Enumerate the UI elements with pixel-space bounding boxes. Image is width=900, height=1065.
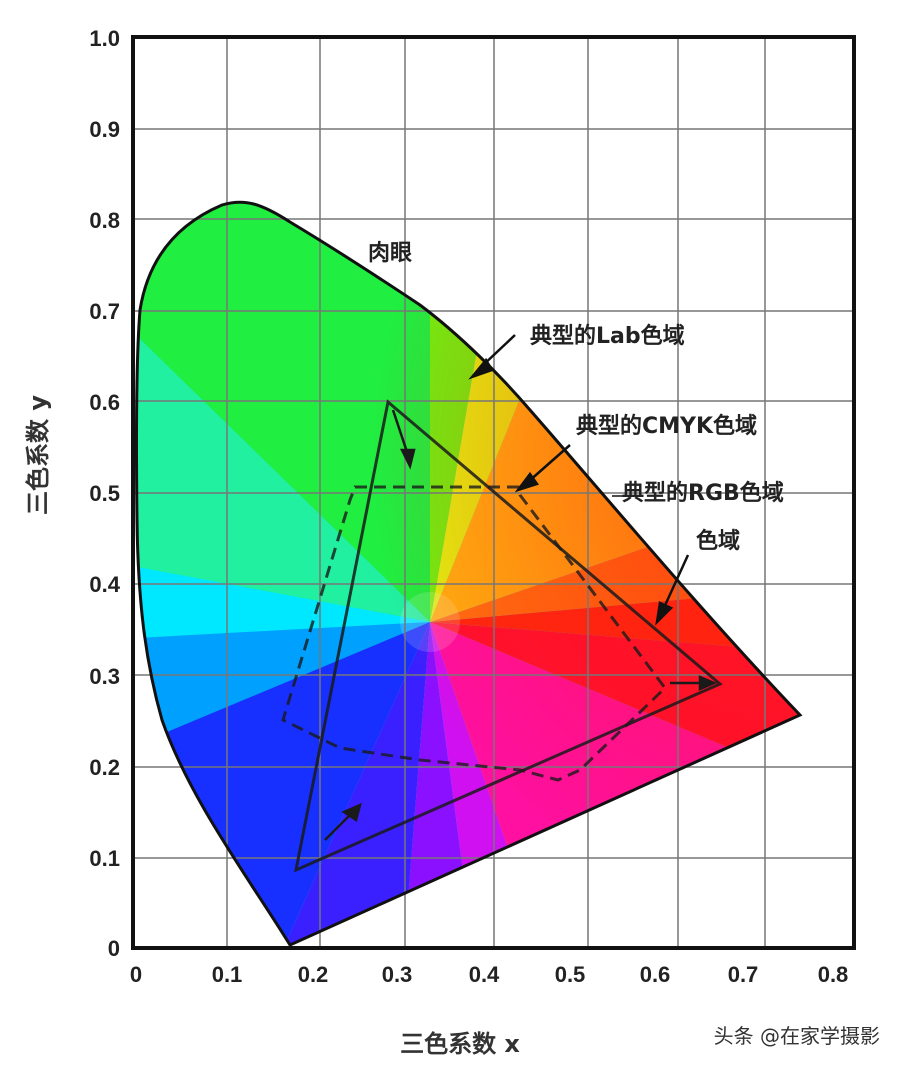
rgb-gamut-label: 典型的RGB色域: [622, 480, 784, 506]
y-tick: 0.3: [89, 664, 120, 689]
y-tick: 0: [108, 936, 120, 961]
spectral-locus-outline: [134, 200, 803, 947]
y-tick: 0.4: [89, 572, 120, 597]
x-tick: 0.7: [728, 962, 759, 987]
x-tick: 0: [130, 962, 142, 987]
x-tick: 0.6: [640, 962, 671, 987]
cmyk-gamut-dashed: [281, 485, 667, 782]
y-tick: 0.1: [89, 846, 120, 871]
y-tick: 0.9: [89, 117, 120, 142]
x-tick: 0.2: [298, 962, 329, 987]
x-tick: 0.5: [555, 962, 586, 987]
grid-lines: [133, 37, 854, 948]
x-tick: 0.3: [382, 962, 413, 987]
x-tick: 0.4: [469, 962, 500, 987]
x-tick: 0.8: [818, 962, 849, 987]
x-axis-ticks: 0 0.1 0.2 0.3 0.4 0.5 0.6 0.7 0.8: [130, 962, 848, 987]
watermark: 头条 @在家学摄影: [713, 1024, 880, 1048]
x-axis-title: 三色系数 x: [400, 1030, 520, 1058]
y-tick: 0.7: [89, 299, 120, 324]
lab-gamut-label: 典型的Lab色域: [530, 323, 685, 349]
y-tick: 0.5: [89, 481, 120, 506]
y-tick: 1.0: [89, 26, 120, 51]
annotation-arrows: [468, 334, 690, 626]
y-tick: 0.6: [89, 390, 120, 415]
rgb-gamut-triangle: [293, 399, 723, 873]
y-axis-ticks: 0 0.1 0.2 0.3 0.4 0.5 0.6 0.7 0.8 0.9 1.…: [89, 26, 120, 961]
y-tick: 0.2: [89, 755, 120, 780]
y-axis-title: 三色系数 y: [24, 395, 52, 515]
gamut-arrows: [324, 409, 718, 841]
plot-frame: [131, 35, 856, 950]
naked-eye-label: 肉眼: [368, 241, 412, 266]
cmyk-gamut-label: 典型的CMYK色域: [576, 413, 757, 439]
x-tick: 0.1: [212, 962, 243, 987]
y-tick: 0.8: [89, 208, 120, 233]
gamut-label: 色域: [696, 528, 740, 554]
